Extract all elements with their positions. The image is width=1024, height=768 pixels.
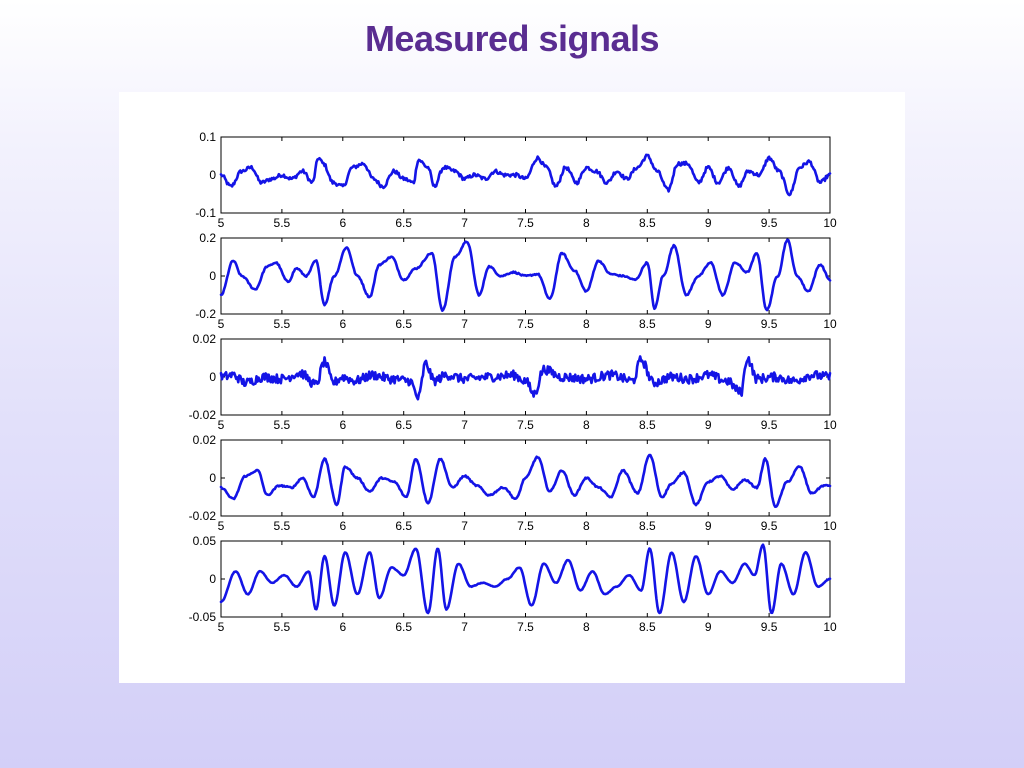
x-tick-label: 6 [339, 418, 346, 432]
x-tick-label: 5 [218, 519, 225, 533]
x-tick-label: 9 [705, 519, 712, 533]
x-tick-label: 7.5 [517, 317, 534, 331]
signal-line [219, 238, 832, 312]
y-tick-label: 0.2 [199, 231, 216, 245]
x-tick-label: 8 [583, 519, 590, 533]
x-tick-label: 6.5 [395, 620, 412, 634]
x-tick-label: 7 [461, 418, 468, 432]
x-tick-label: 6.5 [395, 418, 412, 432]
x-tick-label: 5.5 [274, 216, 291, 230]
x-tick-label: 9.5 [761, 216, 778, 230]
x-tick-label: 5.5 [274, 620, 291, 634]
x-tick-label: 6.5 [395, 317, 412, 331]
y-tick-label: -0.1 [195, 206, 216, 220]
y-tick-label: -0.2 [195, 307, 216, 321]
x-tick-label: 6 [339, 317, 346, 331]
x-tick-label: 9.5 [761, 317, 778, 331]
x-tick-label: 5 [218, 216, 225, 230]
x-tick-label: 8.5 [639, 418, 656, 432]
y-tick-label: 0.02 [193, 332, 217, 346]
x-tick-label: 7 [461, 519, 468, 533]
x-tick-label: 7.5 [517, 216, 534, 230]
axes-box [220, 540, 831, 618]
axes-box [220, 136, 831, 214]
x-tick-label: 9.5 [761, 519, 778, 533]
x-tick-label: 8 [583, 418, 590, 432]
x-tick-label: 8 [583, 317, 590, 331]
x-tick-label: 5 [218, 418, 225, 432]
x-tick-label: 5 [218, 317, 225, 331]
x-tick-label: 7.5 [517, 519, 534, 533]
x-tick-label: 8 [583, 620, 590, 634]
y-tick-label: -0.05 [189, 610, 217, 624]
x-tick-label: 8.5 [639, 620, 656, 634]
x-tick-label: 9 [705, 317, 712, 331]
y-tick-label: 0 [209, 370, 216, 384]
y-tick-label: 0 [209, 471, 216, 485]
x-tick-label: 5 [218, 620, 225, 634]
signal-line [219, 453, 832, 509]
subplot-1: 5 5.5 6 6.5 7 7.5 8 8.5 9 9.5 10 -0.1 0 0.1 [195, 130, 837, 230]
x-tick-label: 10 [823, 317, 837, 331]
y-tick-label: 0.1 [199, 130, 216, 144]
axes-box [220, 338, 831, 416]
y-tick-label: -0.02 [189, 509, 217, 523]
x-tick-label: 9 [705, 418, 712, 432]
subplot-2: 5 5.5 6 6.5 7 7.5 8 8.5 9 9.5 10 -0.2 0 0.2 [195, 231, 837, 331]
x-tick-label: 8.5 [639, 216, 656, 230]
x-tick-label: 7.5 [517, 620, 534, 634]
x-tick-label: 7 [461, 620, 468, 634]
figure-panel: 5 5.5 6 6.5 7 7.5 8 8.5 9 9.5 10 -0.1 0 0.1 5 5.5 6 6.5 7 7… [119, 92, 905, 683]
x-tick-label: 5.5 [274, 418, 291, 432]
subplot-5: 5 5.5 6 6.5 7 7.5 8 8.5 9 9.5 10 -0.05 0 0.05 [189, 534, 837, 634]
x-tick-label: 7.5 [517, 418, 534, 432]
y-tick-label: 0 [209, 168, 216, 182]
x-tick-label: 9.5 [761, 620, 778, 634]
x-tick-label: 8 [583, 216, 590, 230]
x-tick-label: 10 [823, 519, 837, 533]
x-tick-label: 8.5 [639, 317, 656, 331]
x-tick-label: 6.5 [395, 519, 412, 533]
signals-figure: 5 5.5 6 6.5 7 7.5 8 8.5 9 9.5 10 -0.1 0 0.1 5 5.5 6 6.5 7 7… [189, 130, 837, 634]
y-tick-label: 0 [209, 269, 216, 283]
signal-line [219, 153, 832, 197]
x-tick-label: 5.5 [274, 317, 291, 331]
x-tick-label: 5.5 [274, 519, 291, 533]
y-tick-label: 0 [209, 572, 216, 586]
x-tick-label: 10 [823, 418, 837, 432]
x-tick-label: 6 [339, 620, 346, 634]
signal-line [219, 543, 832, 615]
x-tick-label: 10 [823, 620, 837, 634]
x-tick-label: 9 [705, 216, 712, 230]
y-tick-label: 0.02 [193, 433, 217, 447]
x-tick-label: 6 [339, 519, 346, 533]
x-tick-label: 6 [339, 216, 346, 230]
x-tick-label: 10 [823, 216, 837, 230]
y-tick-label: 0.05 [193, 534, 217, 548]
x-tick-label: 8.5 [639, 519, 656, 533]
x-tick-label: 6.5 [395, 216, 412, 230]
x-tick-label: 9 [705, 620, 712, 634]
slide-title: Measured signals [364, 18, 660, 59]
x-tick-label: 7 [461, 216, 468, 230]
x-tick-label: 7 [461, 317, 468, 331]
signal-line [219, 355, 832, 401]
x-tick-label: 9.5 [761, 418, 778, 432]
y-tick-label: -0.02 [189, 408, 217, 422]
subplot-4: 5 5.5 6 6.5 7 7.5 8 8.5 9 9.5 10 -0.02 0 0.02 [189, 433, 837, 533]
subplot-3: 5 5.5 6 6.5 7 7.5 8 8.5 9 9.5 10 -0.02 0 0.02 [189, 332, 837, 432]
